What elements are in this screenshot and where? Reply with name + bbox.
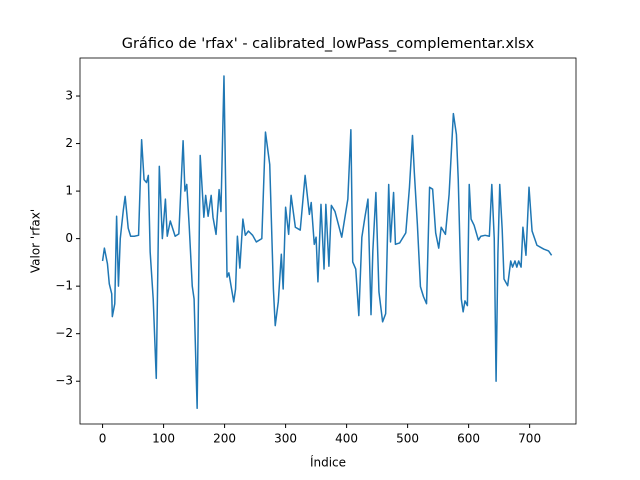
y-tick-label: 3 [65,89,73,103]
x-tick-label: 0 [99,432,107,446]
y-tick-label: −3 [55,374,73,388]
data-line [101,75,553,410]
y-tick-label: −1 [55,279,73,293]
y-tick-label: 1 [65,184,73,198]
x-tick-label: 200 [213,432,236,446]
x-axis-label: Índice [310,455,346,470]
y-axis-label: Valor 'rfax' [29,209,43,273]
x-tick-label: 100 [152,432,175,446]
x-tick-label: 300 [274,432,297,446]
y-tick-label: −2 [55,326,73,340]
x-tick-label: 700 [518,432,541,446]
x-tick-label: 500 [396,432,419,446]
plot-frame [79,57,577,425]
y-tick-label: 0 [65,231,73,245]
y-tick-label: 2 [65,136,73,150]
x-tick-label: 400 [335,432,358,446]
x-tick-label: 600 [457,432,480,446]
chart-title: Gráfico de 'rfax' - calibrated_lowPass_c… [122,36,535,52]
